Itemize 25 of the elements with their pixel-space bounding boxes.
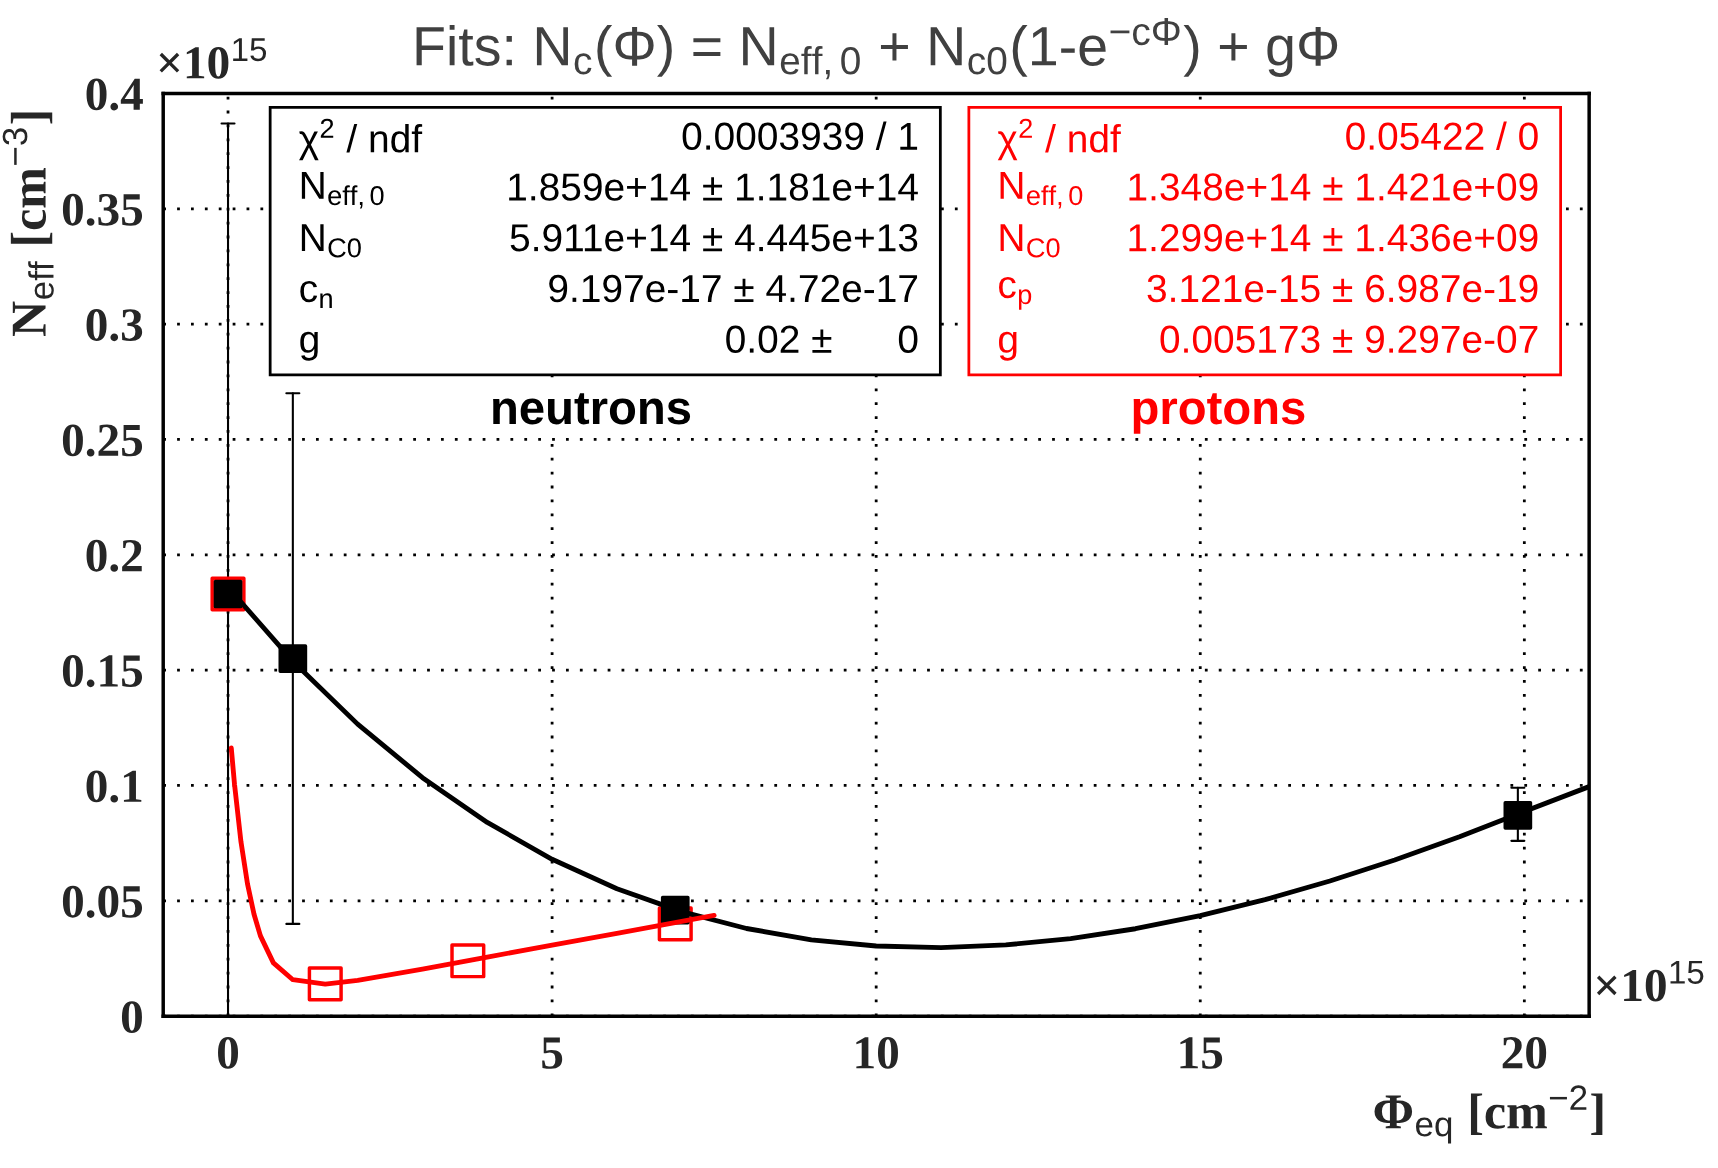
text: ×10$^{15}$ bbox=[159, 38, 267, 79]
x-tick-label: 10 bbox=[856, 1036, 898, 1069]
y-tick-label: 0.1 bbox=[86, 770, 142, 803]
y-tick-label: 0.25 bbox=[62, 424, 143, 457]
y-tick-label: 0.3 bbox=[86, 309, 143, 342]
y-tick-label: 0.05 bbox=[62, 885, 143, 918]
x-tick-label: 15 bbox=[1180, 1037, 1223, 1069]
text: protons bbox=[1133, 393, 1305, 434]
chart-title: Fits: N$_{c}$(Φ) = N$_{eff,0}$ + N$_{c0}$(1-e$^{−cΦ}$) + gΦ bbox=[416, 17, 1338, 80]
point bbox=[450, 943, 486, 979]
text: ×10$^{15}$ bbox=[1596, 960, 1704, 1002]
y-tick-label: 0.15 bbox=[62, 655, 143, 688]
point bbox=[307, 966, 343, 1002]
x-axis-title: Φ$_{eq}$ [cm$^{−2}$] bbox=[1374, 1085, 1603, 1144]
y-tick-label: 0.35 bbox=[62, 193, 143, 226]
y-tick-label: 0.2 bbox=[86, 539, 142, 572]
x-tick-label: 0 bbox=[218, 1036, 239, 1069]
y-tick-label: 0.4 bbox=[86, 78, 143, 111]
text: neutrons bbox=[493, 393, 691, 425]
y-axis-title: N$_{eff}$ [cm$^{−3}$] bbox=[2, 112, 54, 336]
text: χ$^{2}$ / ndf 0.0003939 / 1 N$_{eff,0}$ 1.859e+14 ± 1.181e+14 N$_{C0}$ 5.911e+14 ± 4.445e+13 c$_{n}$ 9.197e-17 ± 4.72e-17 g 0.02 ± 0 bbox=[299, 118, 918, 361]
text: χ$^{2}$ / ndf 0.05422 / 0 N$_{eff,0}$ 1.348e+14 ± 1.421e+09 N$_{C0}$ 1.299e+14 ± 1.436e+09 c$_{p}$ 3.121e-15 ± 6.987e-19 g 0.005173 ± 9.297e-07 bbox=[997, 118, 1538, 361]
x-tick-label: 5 bbox=[542, 1037, 563, 1069]
y-tick-label: 0 bbox=[121, 1001, 142, 1034]
x-tick-label: 20 bbox=[1502, 1036, 1547, 1069]
